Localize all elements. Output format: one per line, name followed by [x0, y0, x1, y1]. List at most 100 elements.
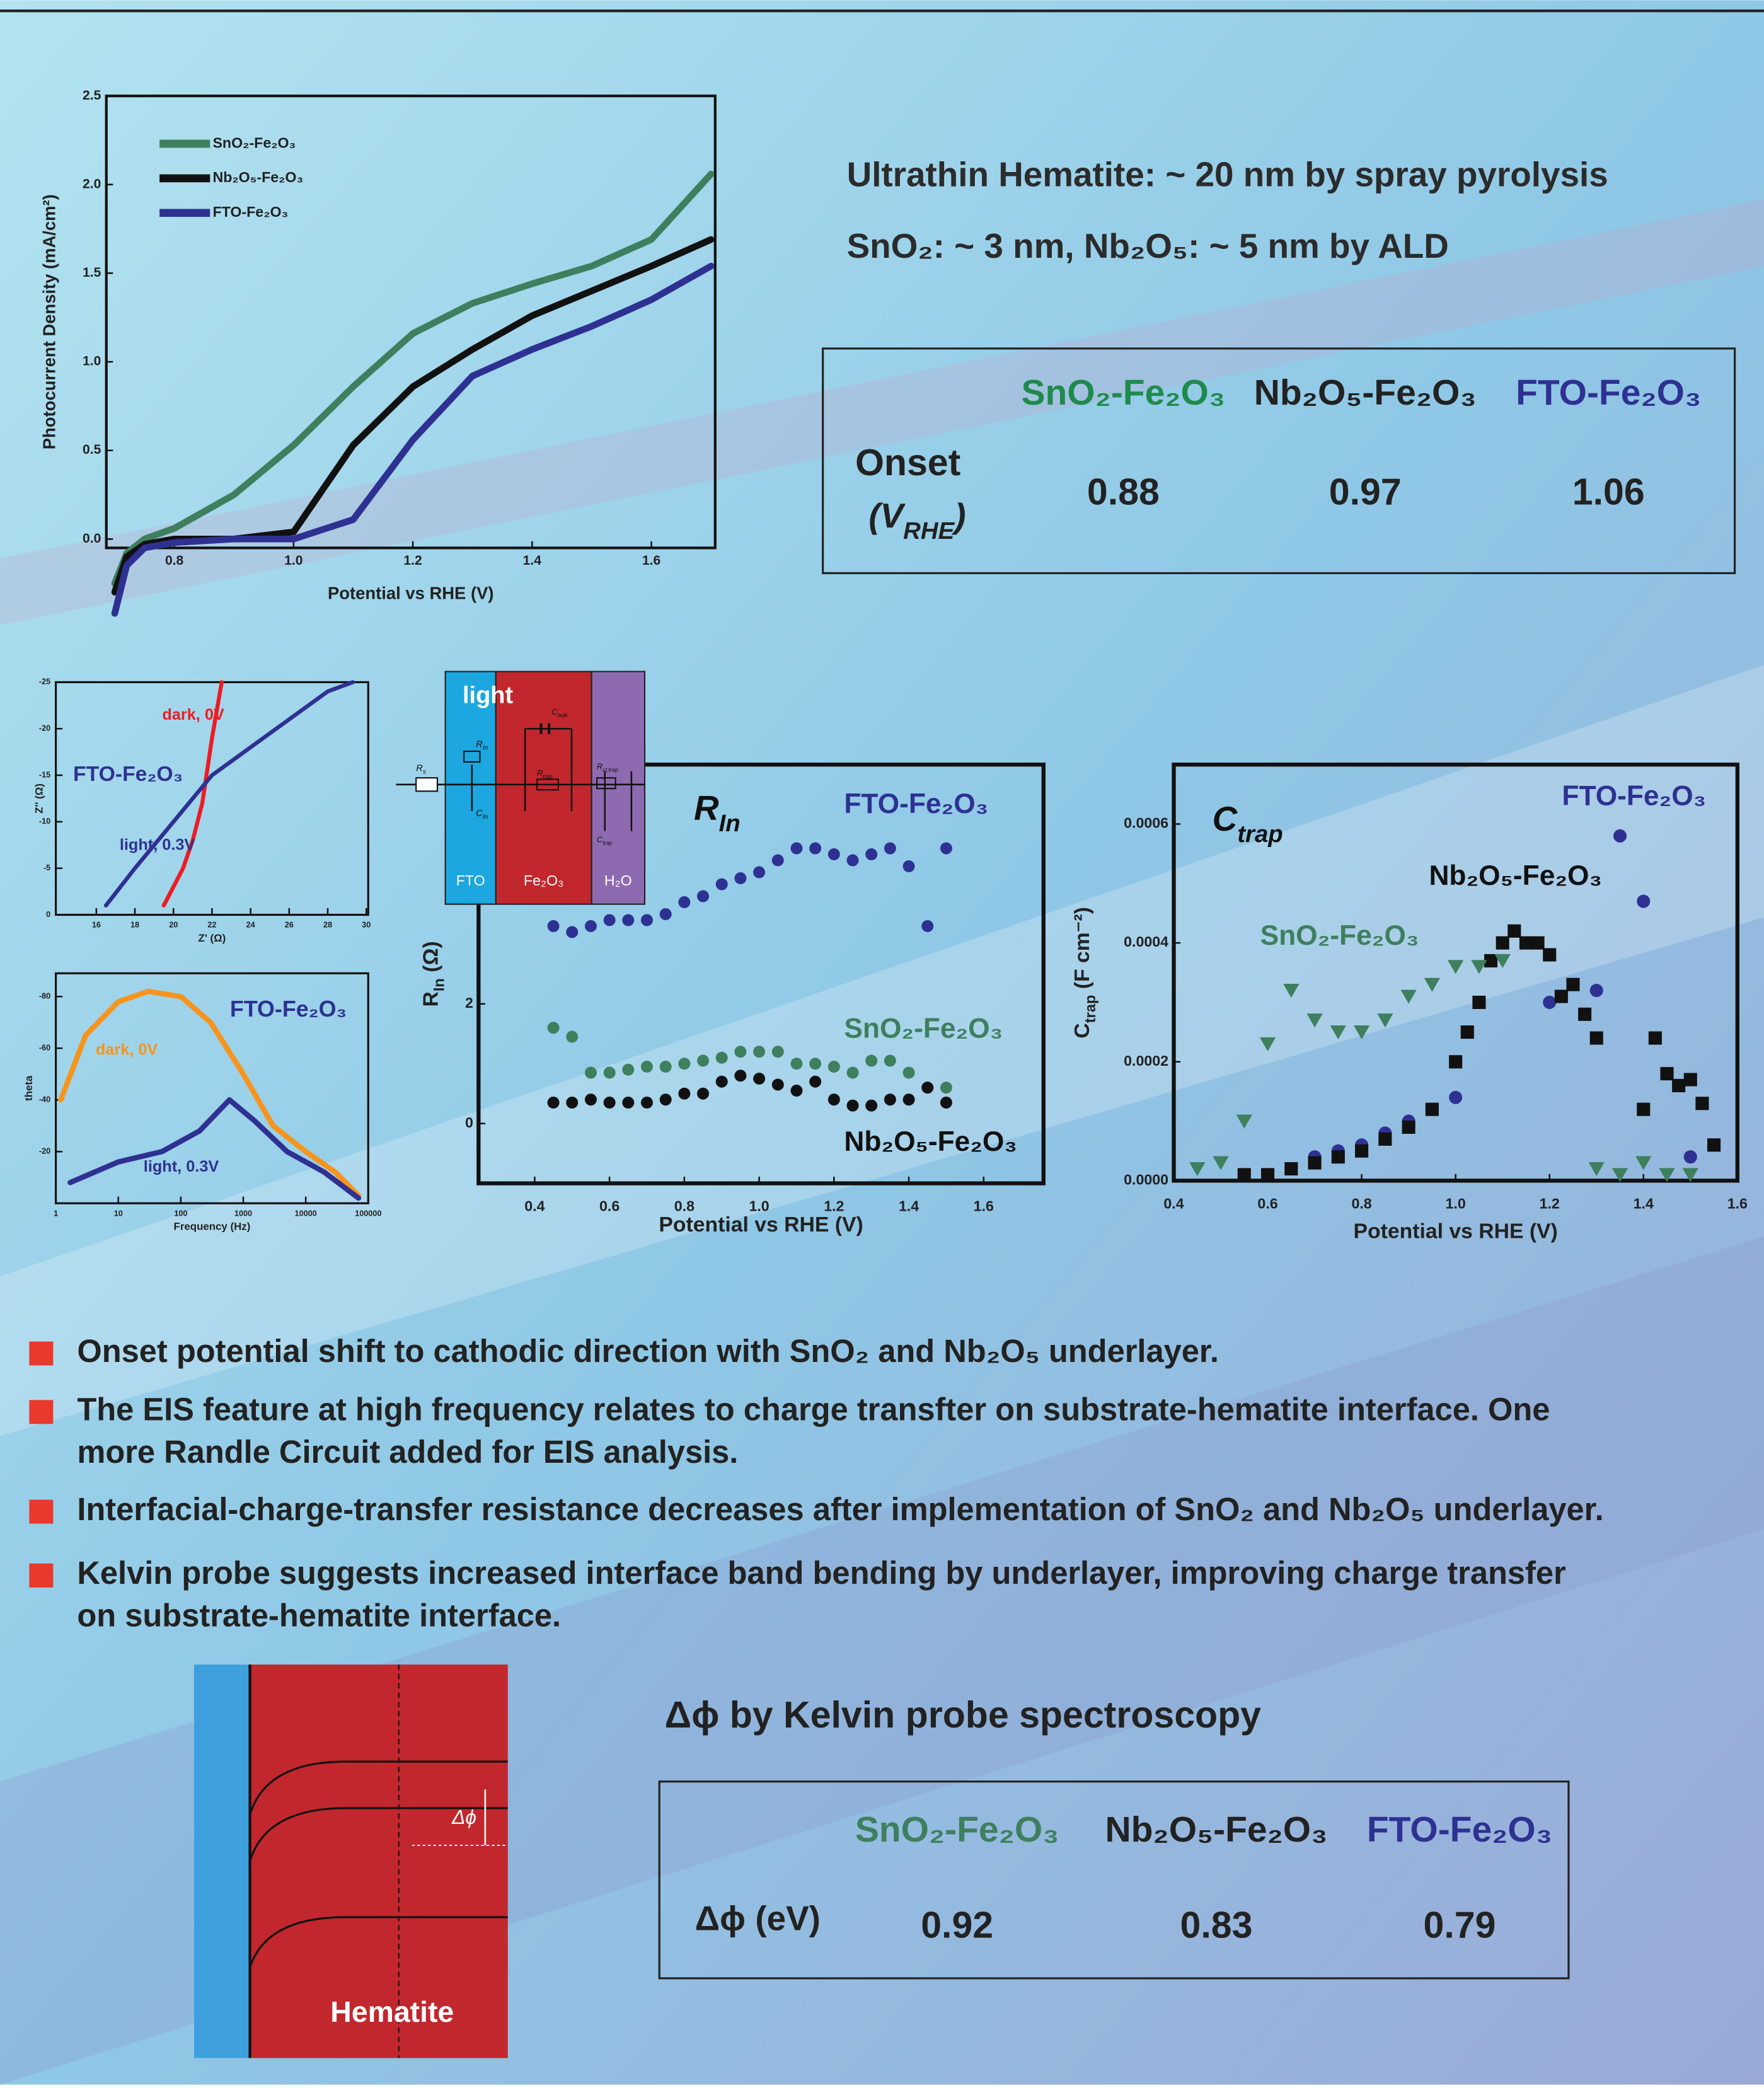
data-point: [1519, 937, 1533, 950]
x-tick-label: 1.2: [1540, 1195, 1560, 1211]
data-point: [1378, 1133, 1392, 1146]
poster: Ultrathin Hematite: ~ 20 nm by spray pyr…: [0, 0, 1764, 2085]
data-point: [865, 1100, 877, 1112]
y-axis-label: theta: [23, 1075, 35, 1101]
data-point: [809, 1076, 821, 1088]
bullet-text: on substrate-hematite interface.: [77, 1598, 561, 1634]
data-point: [622, 914, 634, 926]
text-part: (Ω): [418, 941, 442, 978]
data-point: [1308, 1156, 1322, 1170]
series-label: Nb₂O₅-Fe₂O₃: [1429, 860, 1601, 891]
data-point: [1637, 1103, 1650, 1116]
data-point: [847, 1066, 859, 1078]
column-header: SnO₂-Fe₂O₃: [855, 1809, 1059, 1850]
x-tick-label: 28: [323, 921, 332, 930]
data-point: [1672, 1079, 1685, 1092]
data-point: [772, 855, 784, 867]
text-part: (V: [868, 496, 906, 535]
x-tick-label: 1.0: [749, 1198, 769, 1214]
series-label: SnO₂-Fe₂O₃: [844, 1013, 1003, 1044]
text-part: R: [476, 739, 483, 749]
data-point: [865, 848, 877, 860]
bullet-marker: [29, 1500, 53, 1524]
data-point: [790, 1085, 802, 1097]
subscript: ct,trap: [602, 767, 618, 773]
data-point: [753, 867, 765, 879]
y-tick-label: 1.0: [83, 354, 101, 369]
data-point: [548, 1022, 560, 1034]
y-tick-label: 0.0004: [1124, 933, 1168, 950]
subscript: s: [423, 769, 426, 776]
data-point: [1590, 984, 1603, 997]
cell-value: 0.97: [1329, 471, 1402, 513]
bullet-text: Interfacial-charge-transfer resistance d…: [77, 1491, 1603, 1527]
series-label: FTO-Fe₂O₃: [1562, 781, 1706, 812]
x-axis-label: Potential vs RHE (V): [1354, 1220, 1558, 1243]
resistor: [416, 778, 437, 791]
data-point: [1695, 1097, 1709, 1110]
y-tick-label: -80: [39, 992, 50, 1001]
data-point: [1660, 1067, 1673, 1080]
data-point: [790, 843, 802, 855]
subscript: trap: [1237, 821, 1283, 848]
bullet-text: The EIS feature at high frequency relate…: [77, 1392, 1550, 1428]
series-label: dark, 0V: [96, 1041, 158, 1058]
x-tick-label: 1.6: [642, 553, 660, 568]
data-point: [716, 879, 728, 891]
subscript: In: [483, 745, 488, 752]
band-diagram: Δϕ Hematite: [194, 1664, 508, 2058]
data-point: [734, 872, 746, 884]
text-part: C: [476, 809, 483, 819]
x-tick-label: 1000: [234, 1209, 252, 1218]
x-tick-label: 0.8: [1351, 1195, 1371, 1211]
y-axis-label: Photocurrent Density (mA/cm²): [39, 194, 59, 449]
x-tick-label: 1.4: [523, 553, 542, 568]
data-point: [884, 843, 896, 855]
data-point: [1284, 1162, 1298, 1175]
data-point: [641, 1097, 653, 1109]
legend-label: FTO-Fe₂O₃: [212, 204, 288, 220]
x-tick-label: 24: [246, 921, 255, 930]
data-point: [697, 890, 709, 902]
y-tick-label: 0.0006: [1124, 815, 1168, 831]
data-point: [1449, 1055, 1462, 1068]
text-part: R: [537, 769, 543, 778]
x-tick-label: 30: [362, 921, 371, 930]
x-tick-label: 0.8: [674, 1198, 695, 1214]
x-tick-label: 0.6: [1257, 1195, 1277, 1211]
data-point: [641, 1061, 653, 1073]
data-point: [604, 914, 616, 926]
data-point: [1461, 1025, 1474, 1039]
cell-value: 0.88: [1087, 471, 1160, 513]
substrate: [194, 1664, 250, 2058]
series-label: light, 0.3V: [120, 836, 195, 854]
data-point: [660, 1061, 672, 1073]
data-point: [1543, 948, 1556, 961]
legend-label: Nb₂O₅-Fe₂O₃: [212, 169, 303, 185]
text-part: R: [416, 763, 423, 773]
data-point: [1449, 1091, 1462, 1104]
text-part: R: [694, 788, 719, 828]
data-point: [790, 1058, 802, 1070]
data-point: [1355, 1145, 1368, 1158]
y-tick-label: 2.0: [83, 176, 101, 191]
data-point: [1566, 978, 1579, 991]
text-part: C: [1070, 1023, 1094, 1038]
cell-value: 1.06: [1572, 471, 1645, 513]
x-tick-label: 16: [92, 921, 101, 930]
y-axis-label: Z'' (Ω): [33, 783, 45, 814]
text-part: (F cm⁻²): [1070, 907, 1094, 995]
data-point: [1684, 1150, 1697, 1163]
legend-label: SnO₂-Fe₂O₃: [212, 134, 296, 151]
data-point: [1472, 996, 1485, 1009]
layer-label: H₂O: [604, 872, 632, 889]
data-point: [660, 908, 672, 920]
data-point: [884, 1093, 896, 1105]
data-point: [622, 1064, 634, 1076]
annotation: FTO-Fe₂O₃: [230, 996, 347, 1022]
cell-value: 0.92: [921, 1904, 993, 1946]
data-point: [903, 1093, 915, 1105]
x-tick-label: 1.2: [824, 1198, 844, 1214]
data-point: [697, 1055, 709, 1067]
data-point: [940, 1097, 952, 1109]
